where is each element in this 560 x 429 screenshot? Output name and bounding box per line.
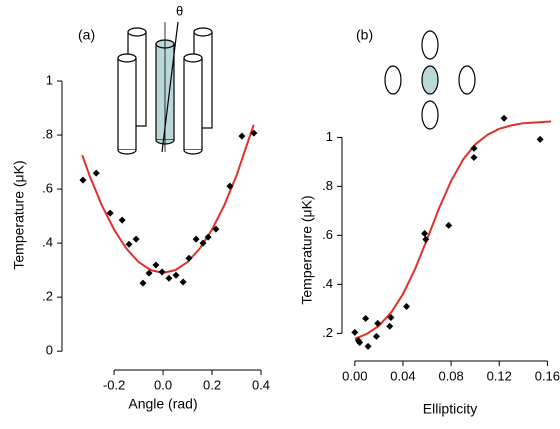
data-point (185, 254, 193, 262)
y-tick-label: .8 (322, 178, 333, 193)
data-point (204, 233, 212, 241)
data-point (421, 229, 429, 237)
data-point (386, 322, 394, 330)
data-point (387, 313, 395, 321)
y-tick-label: 1 (46, 72, 53, 87)
x-tick-label: 0.0 (154, 377, 172, 392)
y-tick-label: .6 (42, 181, 53, 196)
data-point (250, 129, 258, 137)
x-tick-label: 0.16 (535, 368, 560, 383)
data-point (165, 274, 173, 282)
data-point (422, 235, 430, 243)
fit-curve (354, 120, 552, 340)
data-point (372, 332, 380, 340)
data-point (179, 278, 187, 286)
y-tick-label: .8 (42, 126, 53, 141)
x-axis-title: Ellipticity (423, 401, 477, 417)
data-point (125, 240, 133, 248)
y-tick-label: .4 (42, 235, 53, 250)
x-tick-label: 0.12 (487, 368, 512, 383)
data-point (172, 271, 180, 279)
data-point (145, 269, 153, 277)
y-axis-title: Temperature (μK) (299, 195, 315, 304)
data-point (212, 225, 220, 233)
y-axis-title: Temperature (μK) (11, 160, 27, 269)
data-point (152, 261, 160, 269)
panel-label: (b) (356, 27, 373, 43)
data-point (79, 176, 87, 184)
data-point (118, 216, 126, 224)
data-point (445, 221, 453, 229)
data-point (199, 239, 207, 247)
data-point (470, 153, 478, 161)
y-tick-label: .4 (322, 276, 333, 291)
x-axis-title: Angle (rad) (128, 396, 197, 412)
x-tick-label: -0.2 (103, 377, 125, 392)
y-tick-label: 0 (46, 343, 53, 358)
y-tick-label: .2 (42, 289, 53, 304)
data-point (536, 135, 544, 143)
x-tick-label: 0.4 (252, 377, 270, 392)
ellipse-inset (384, 30, 476, 130)
y-tick-label: .6 (322, 227, 333, 242)
data-point (92, 169, 100, 177)
data-point (192, 235, 200, 243)
fit-curve (81, 124, 255, 274)
data-point (470, 144, 478, 152)
y-tick-label: .2 (322, 325, 333, 340)
data-point (356, 338, 364, 346)
data-point (351, 328, 359, 336)
data-point (362, 314, 370, 322)
data-point (158, 268, 166, 276)
data-point (374, 319, 382, 327)
x-tick-label: 0.2 (203, 377, 221, 392)
data-point (364, 342, 372, 350)
data-point (139, 279, 147, 287)
panel-label: (a) (78, 27, 95, 43)
data-point (500, 114, 508, 122)
data-point (238, 132, 246, 140)
data-point (403, 302, 411, 310)
y-tick-label: 1 (326, 129, 333, 144)
x-tick-label: 0.08 (438, 368, 463, 383)
angle-symbol: θ (176, 3, 183, 18)
x-tick-label: 0.04 (390, 368, 415, 383)
data-point (226, 182, 234, 190)
x-tick-label: 0.00 (342, 368, 367, 383)
data-point (106, 209, 114, 217)
cylinder-inset (117, 21, 213, 155)
data-point (132, 235, 140, 243)
